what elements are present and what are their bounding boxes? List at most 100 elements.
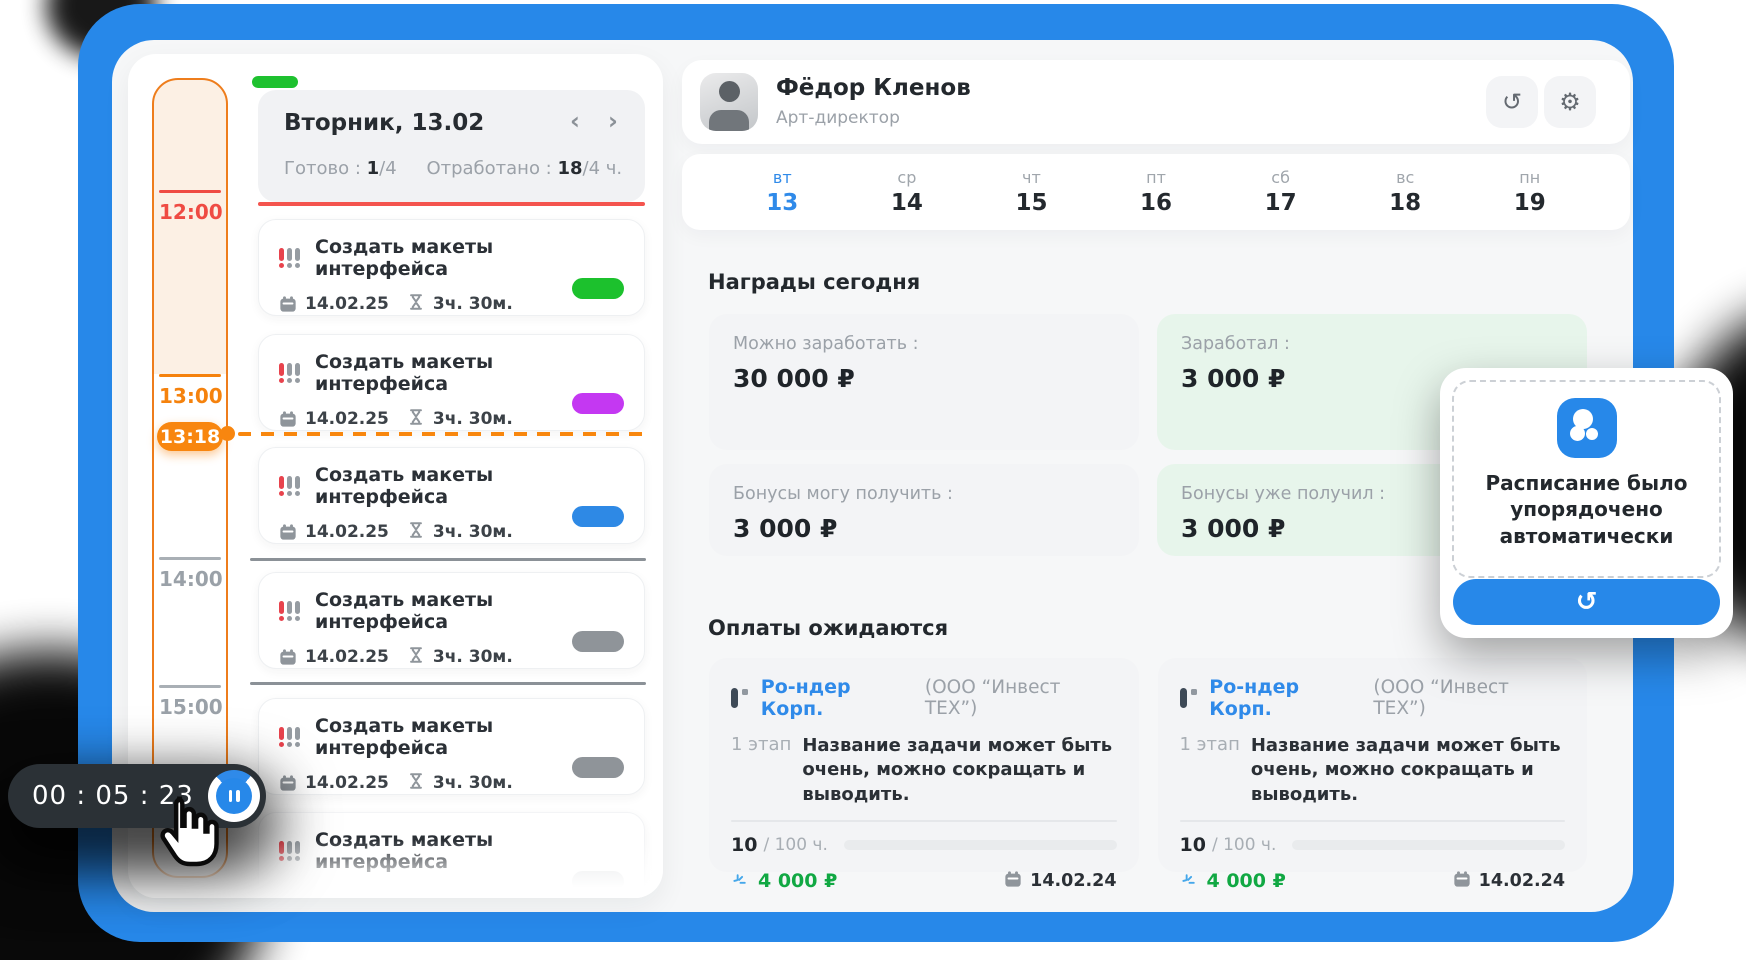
reward-value: 30 000 ₽ <box>733 364 855 393</box>
day-label: сб <box>1271 168 1290 187</box>
week-strip: вт 13 ср 14 чт 15 пт 16 сб 17 вс 18 <box>682 154 1630 230</box>
prev-day-button[interactable]: ‹ <box>570 107 580 135</box>
day-tab[interactable]: чт 15 <box>969 168 1094 216</box>
day-label: ср <box>897 168 917 187</box>
day-number: 19 <box>1513 190 1546 216</box>
payment-card[interactable]: Ро-ндер Корп. (ООО “Инвест ТЕХ”) 1 этап … <box>1157 658 1587 892</box>
task-date: 14.02.25 <box>305 647 389 667</box>
stage-label: 1 этап <box>731 734 792 755</box>
pause-button[interactable] <box>216 778 252 814</box>
task-date: 14.02.25 <box>305 409 389 429</box>
day-number: 13 <box>766 190 799 216</box>
reward-card: Можно заработать : 30 000 ₽ <box>709 314 1139 450</box>
calendar-icon <box>279 295 297 313</box>
day-tab[interactable]: ср 14 <box>845 168 970 216</box>
time-slot: 15:00 <box>159 685 223 719</box>
calendar-icon <box>1453 870 1471 892</box>
user-role: Арт-директор <box>776 108 900 128</box>
worked-suffix: /4 ч. <box>582 158 623 179</box>
stage-label: 1 этап <box>1179 734 1240 755</box>
payments-title: Оплаты ожидаются <box>708 616 949 640</box>
time-slot: 13:00 <box>159 374 223 408</box>
calendar-icon <box>1004 870 1022 892</box>
hours-total: / 100 ч. <box>763 834 828 855</box>
task-card[interactable]: Создать макеты интерфейса 14.02.25 3ч. 3… <box>258 219 645 316</box>
day-tab[interactable]: вс 18 <box>1343 168 1468 216</box>
hourglass-icon <box>407 293 425 315</box>
timer-value: 00 : 05 : 23 <box>32 781 194 811</box>
time-slot-label: 14:00 <box>159 567 223 591</box>
auto-arrange-popup: Расписание было упорядочено автоматическ… <box>1440 368 1733 638</box>
task-date: 14.02.25 <box>305 294 389 314</box>
hourglass-icon <box>407 408 425 430</box>
hours-done: 10 <box>1179 833 1206 856</box>
timer-widget[interactable]: 00 : 05 : 23 <box>8 764 266 828</box>
payment-amount: 4 000 ₽ <box>758 870 838 893</box>
payment-card[interactable]: Ро-ндер Корп. (ООО “Инвест ТЕХ”) 1 этап … <box>709 658 1139 892</box>
user-name: Фёдор Кленов <box>776 75 971 101</box>
cursor-pointer-icon <box>155 795 219 873</box>
popup-dashed-box: Расписание было упорядочено автоматическ… <box>1452 380 1721 578</box>
priority-icon <box>279 363 303 383</box>
current-time-line <box>238 432 646 436</box>
day-title: Вторник, 13.02 <box>284 110 485 136</box>
rewards-grid: Можно заработать : 30 000 ₽ Заработал : … <box>709 314 1587 556</box>
calendar-icon <box>279 774 297 792</box>
status-pill <box>572 506 624 527</box>
next-day-button[interactable]: › <box>608 107 618 135</box>
time-slot: 12:00 <box>159 190 223 224</box>
time-slots: 12:00 13:00 14:00 15:00 <box>154 80 226 876</box>
pause-icon <box>228 790 232 802</box>
company-logo-icon <box>1179 687 1200 709</box>
reward-value: 3 000 ₽ <box>1181 364 1286 393</box>
auto-arrange-confirm-button[interactable]: ↺ <box>1453 579 1720 625</box>
popup-message: Расписание было упорядочено автоматическ… <box>1485 471 1688 548</box>
day-label: пт <box>1146 168 1166 187</box>
progress-bar <box>1292 839 1565 850</box>
day-tab[interactable]: вт 13 <box>720 168 845 216</box>
company-link[interactable]: Ро-ндер Корп. <box>1209 676 1300 720</box>
settings-button[interactable]: ⚙ <box>1544 76 1596 128</box>
time-slot-line <box>159 557 221 560</box>
day-tab[interactable]: пт 16 <box>1094 168 1219 216</box>
day-number: 15 <box>1015 190 1048 216</box>
day-number: 14 <box>890 190 923 216</box>
task-duration: 3ч. 30м. <box>432 294 513 314</box>
refresh-button[interactable]: ↺ <box>1486 76 1538 128</box>
task-card[interactable]: Создать макеты интерфейса 14.02.25 3ч. 3… <box>258 698 645 795</box>
task-card[interactable]: Создать макеты интерфейса 14.02.25 3ч. 3… <box>258 447 645 544</box>
priority-icon <box>279 601 303 621</box>
progress-pill <box>252 76 298 88</box>
task-duration: 3ч. 30м. <box>432 647 513 667</box>
done-suffix: /4 <box>379 158 397 179</box>
sparkle-icon <box>731 870 750 893</box>
worked-label: Отработано : <box>426 158 552 179</box>
divider <box>731 819 1117 822</box>
reward-value: 3 000 ₽ <box>733 514 838 543</box>
day-stats: Готово : 1/4 Отработано : 18/4 ч. <box>284 158 622 179</box>
payment-date: 14.02.24 <box>1478 871 1565 892</box>
task-list: Создать макеты интерфейса 14.02.25 3ч. 3… <box>258 54 645 898</box>
task-title: Создать макеты интерфейса <box>315 236 494 280</box>
priority-icon <box>279 476 303 496</box>
company-link[interactable]: Ро-ндер Корп. <box>760 676 851 720</box>
status-pill <box>572 393 624 414</box>
status-pill <box>572 631 624 652</box>
day-label: чт <box>1022 168 1041 187</box>
time-slot-label: 12:00 <box>159 200 223 224</box>
reward-label: Бонусы могу получить : <box>733 484 953 504</box>
task-card[interactable]: Создать макеты интерфейса 14.02.25 3ч. 3… <box>258 572 645 669</box>
refresh-icon: ↺ <box>1501 88 1523 116</box>
reward-label: Заработал : <box>1181 334 1290 354</box>
task-title: Создать макеты интерфейса <box>315 351 494 395</box>
done-value: 1 <box>366 158 380 179</box>
group-divider <box>250 558 646 561</box>
task-card[interactable]: Создать макеты интерфейса 14.02.25 3ч. 3… <box>258 334 645 431</box>
day-tab[interactable]: сб 17 <box>1218 168 1343 216</box>
reward-label: Бонусы уже получил : <box>1181 484 1386 504</box>
day-number: 18 <box>1389 190 1422 216</box>
reward-label: Можно заработать : <box>733 334 919 354</box>
day-tab[interactable]: пн 19 <box>1467 168 1592 216</box>
hourglass-icon <box>407 772 425 794</box>
done-label: Готово : <box>284 158 361 179</box>
